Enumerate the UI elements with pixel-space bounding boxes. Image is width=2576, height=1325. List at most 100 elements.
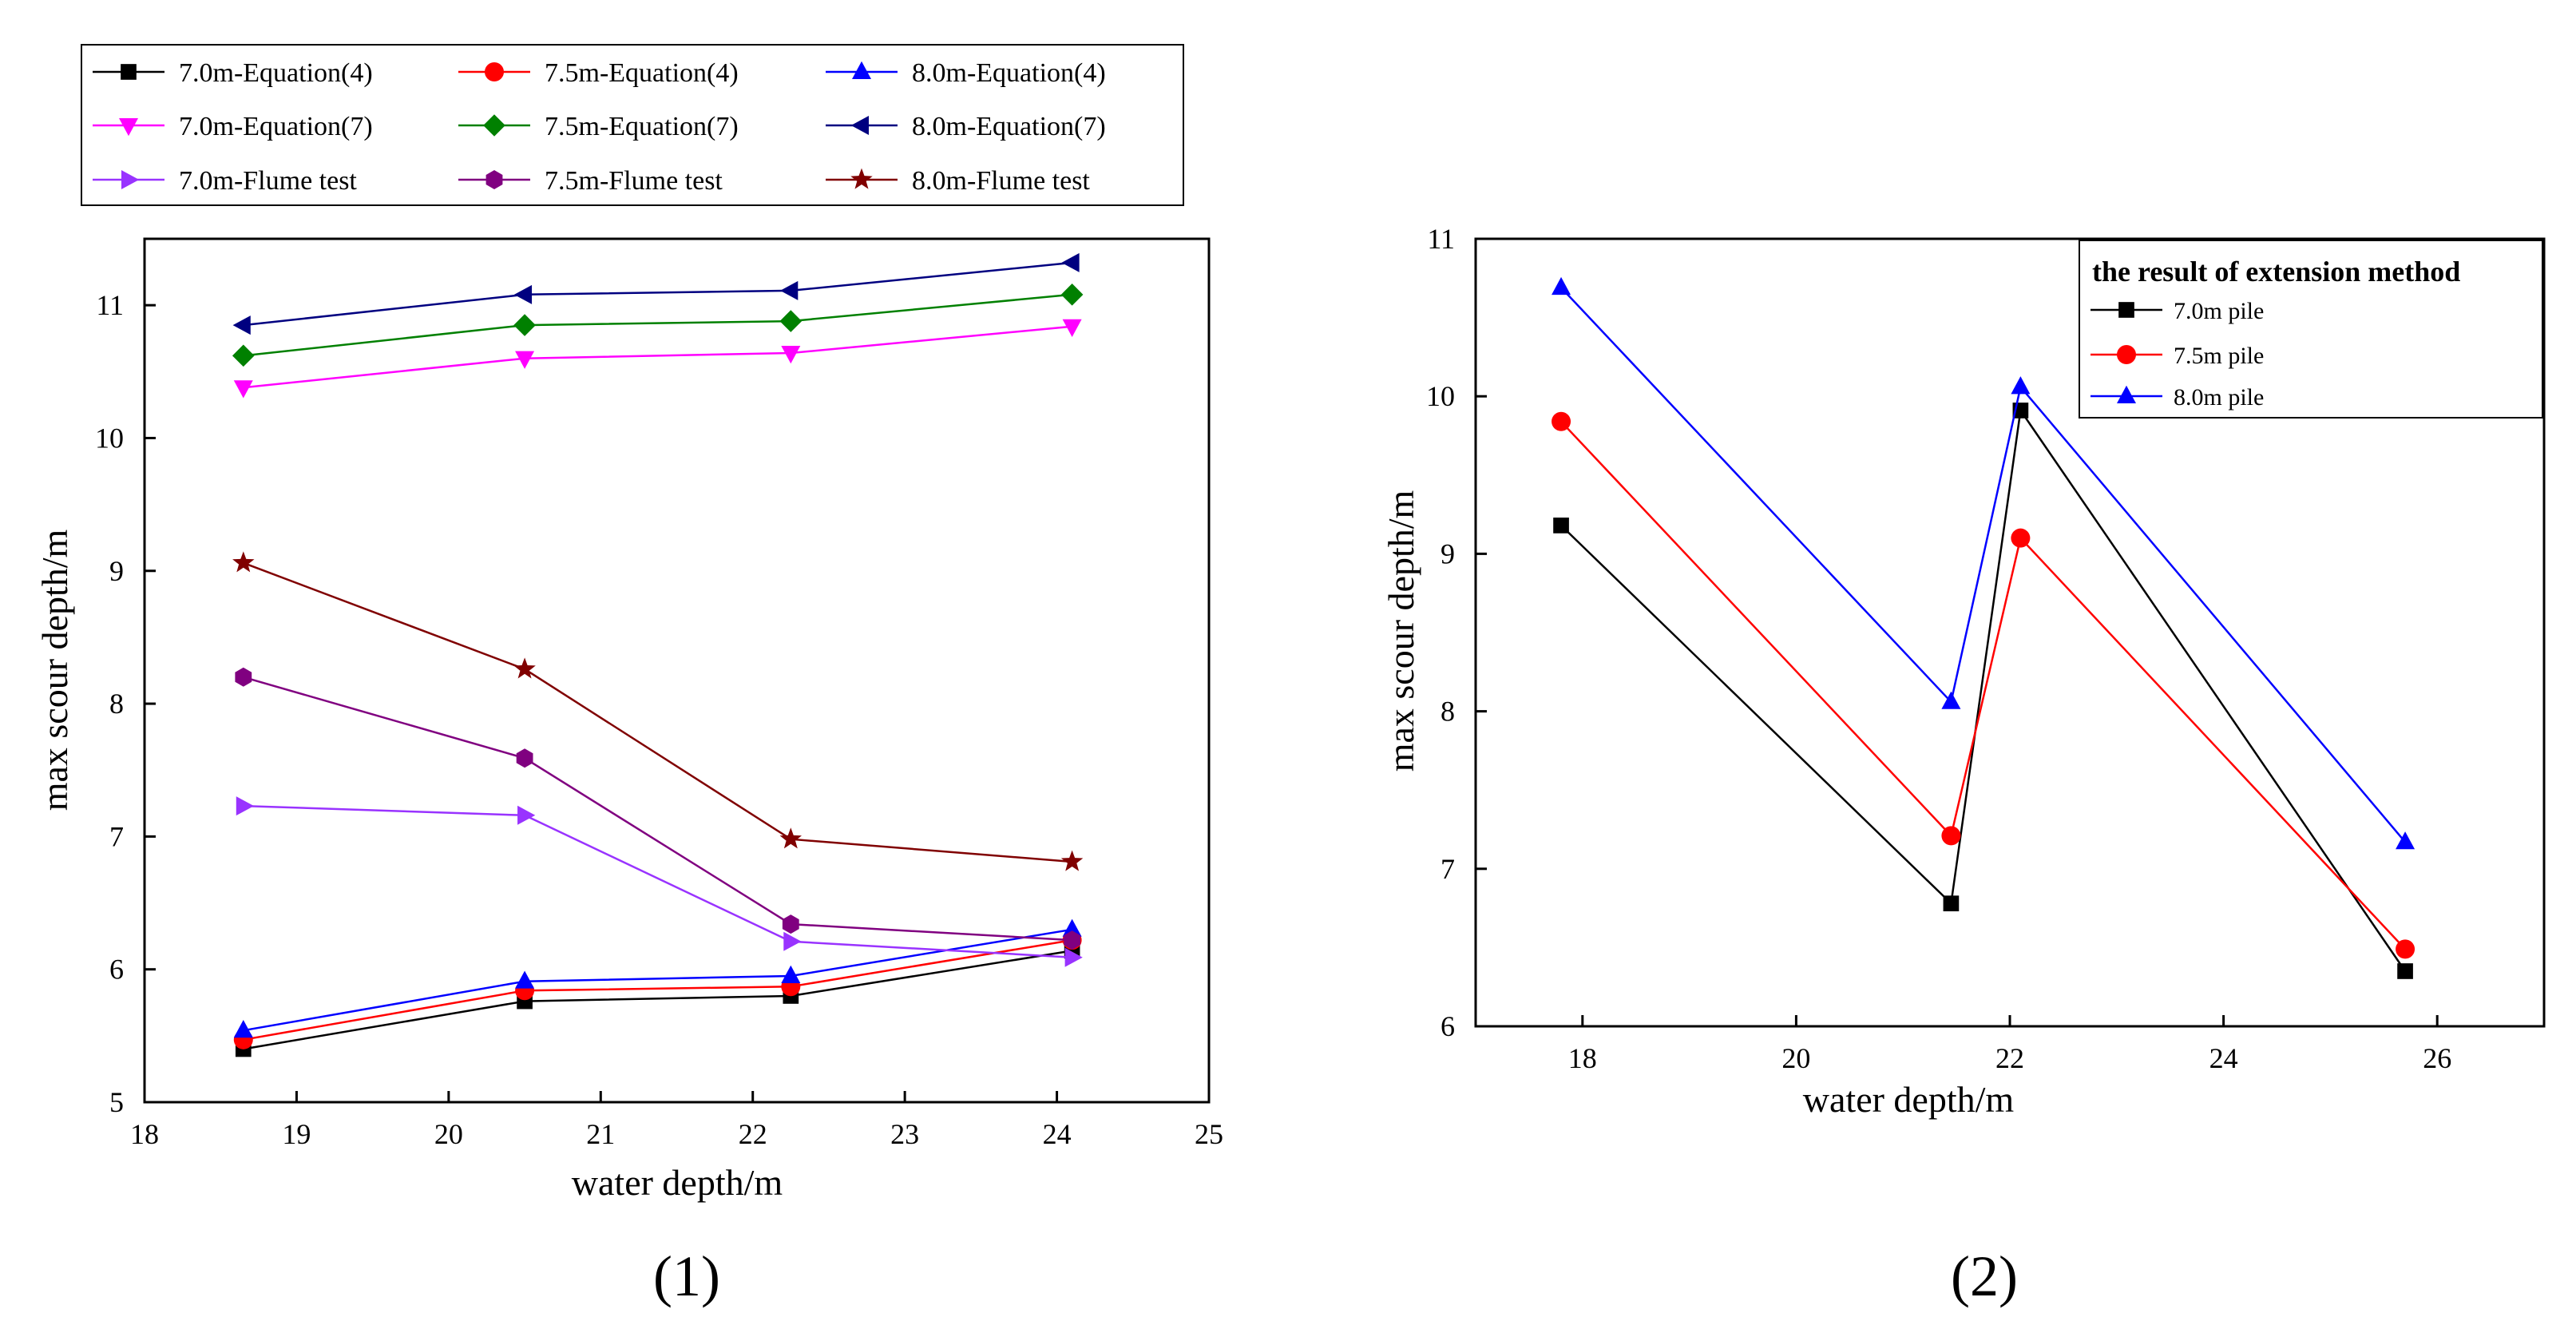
chart-1-point-s7-2 [517, 805, 536, 825]
chart-2-y-axis-title: max scour depth/m [1381, 490, 1421, 772]
chart-1-point-s9-1 [232, 551, 255, 573]
chart-1-y-axis-title: max scour depth/m [34, 529, 75, 811]
chart-1-point-s5-4 [1060, 284, 1084, 306]
chart-1-series-line-8 [243, 676, 1072, 942]
chart-1-point-s5-3 [779, 310, 803, 332]
chart-1-series-line-6 [243, 261, 1072, 327]
chart-2-x-tick-label: 22 [1995, 1042, 2024, 1074]
chart-2-series-line-1 [1560, 407, 2407, 972]
chart-2-y-tick-label: 11 [1427, 223, 1455, 255]
chart-1-series-line-5 [243, 293, 1072, 357]
chart-1-point-s8-3 [782, 914, 799, 934]
chart-1-point-s6-2 [513, 284, 533, 304]
chart-1-ticks: 18 19 20 21 22 23 24 25 5 6 7 8 9 10 11 [95, 289, 1223, 1150]
chart-1-legend-marker-8 [485, 170, 503, 189]
chart-1-y-tick-label: 9 [109, 555, 124, 587]
chart-1-x-tick-label: 21 [586, 1118, 615, 1150]
chart-1-point-s8-4 [1064, 930, 1080, 950]
chart-1-point-s4-2 [515, 351, 535, 369]
chart-2-x-tick-label: 24 [2209, 1042, 2238, 1074]
chart-1-x-axis-title: water depth/m [572, 1162, 783, 1203]
chart-1-legend-marker-2 [485, 62, 504, 81]
chart-2-point-s3-1 [1552, 276, 1571, 296]
chart-1-legend-label-4: 7.0m-Equation(7) [179, 112, 373, 141]
chart-1-x-tick-label: 19 [282, 1118, 311, 1150]
chart-1-series-line-4 [243, 325, 1072, 389]
chart-2-x-tick-label: 18 [1568, 1042, 1597, 1074]
chart-1-y-tick-label: 7 [109, 820, 124, 852]
chart-2-legend-marker-2 [2117, 345, 2136, 364]
chart-2-y-tick-label: 7 [1441, 853, 1455, 885]
chart-1-point-s5-2 [513, 314, 536, 336]
chart-1-legend-label-3: 8.0m-Equation(4) [912, 58, 1106, 88]
chart-1-legend: 7.0m-Equation(4) 7.5m-Equation(4) 8.0m-Equ… [81, 44, 1184, 206]
chart-1-point-s9-2 [513, 657, 536, 679]
chart-1-x-tick-label: 22 [739, 1118, 767, 1150]
chart-1-x-tick-label: 24 [1043, 1118, 1072, 1150]
chart-1-point-s3-2 [515, 970, 535, 989]
chart-2-point-s2-4 [2396, 939, 2415, 959]
chart-2: 18 20 22 24 26 6 7 8 9 10 11 water depth/m max sco… [1381, 223, 2546, 1120]
chart-1-legend-label-6: 8.0m-Equation(7) [912, 112, 1106, 141]
chart-1-point-s6-3 [780, 280, 799, 300]
chart-1-legend-label-7: 7.0m-Flume test [179, 166, 357, 196]
chart-2-point-s2-1 [1552, 411, 1571, 431]
chart-1-legend-marker-1 [121, 64, 137, 80]
chart-2-point-s2-2 [1941, 826, 1961, 846]
chart-2-point-s3-4 [2396, 831, 2415, 850]
panel-label-1: (1) [653, 1244, 720, 1308]
chart-1-legend-label-5: 7.5m-Equation(7) [545, 112, 739, 141]
chart-1-series-line-1 [243, 950, 1072, 1050]
chart-2-ticks: 18 20 22 24 26 6 7 8 9 10 11 [1426, 223, 2451, 1074]
chart-2-point-s1-2 [1943, 895, 1960, 912]
chart-1-point-s7-4 [1064, 947, 1083, 967]
chart-1-x-tick-label: 25 [1195, 1118, 1223, 1150]
chart-2-point-s3-2 [1941, 691, 1961, 709]
chart-1-legend-label-1: 7.0m-Equation(4) [179, 58, 373, 88]
chart-1-x-tick-label: 18 [130, 1118, 159, 1150]
chart-1-legend-marker-3 [852, 61, 871, 79]
chart-2-x-tick-label: 26 [2423, 1042, 2451, 1074]
chart-1-legend-marker-6 [850, 116, 869, 135]
chart-2-y-tick-label: 10 [1426, 380, 1455, 412]
chart-1-point-s7-1 [236, 796, 254, 816]
chart-1-point-s6-4 [1061, 252, 1080, 272]
chart-1-legend-box [81, 44, 1184, 206]
chart-2-series-line-3 [1560, 287, 2407, 843]
chart-1-y-tick-label: 5 [109, 1086, 124, 1118]
chart-2-point-s1-4 [2397, 963, 2413, 979]
chart-1-point-s9-4 [1060, 850, 1084, 871]
chart-1-point-s3-4 [1062, 918, 1082, 937]
chart-2-legend-marker-1 [2118, 302, 2134, 318]
chart-2-point-s3-3 [2011, 376, 2031, 395]
chart-1-point-s5-1 [232, 344, 255, 367]
chart-2-legend-label-3: 8.0m pile [2174, 384, 2264, 411]
chart-1-series-line-3 [243, 928, 1072, 1032]
chart-2-legend-label-1: 7.0m pile [2174, 298, 2264, 324]
chart-1-point-s4-4 [1062, 319, 1082, 337]
chart-1-point-s9-3 [779, 827, 802, 849]
chart-2-y-tick-label: 8 [1441, 696, 1455, 728]
chart-1-point-s4-1 [233, 380, 253, 399]
chart-1-point-s3-3 [781, 965, 801, 984]
chart-1-y-tick-label: 10 [95, 422, 124, 454]
chart-2-series [1552, 276, 2415, 979]
chart-1-series-line-2 [243, 938, 1072, 1041]
chart-2-legend-label-2: 7.5m pile [2174, 343, 2264, 369]
chart-1-legend-marker-9 [850, 168, 873, 189]
chart-1-series [232, 252, 1084, 1057]
chart-2-x-tick-label: 20 [1781, 1042, 1810, 1074]
chart-1-point-s3-1 [233, 1019, 253, 1038]
chart-2-y-tick-label: 9 [1441, 538, 1455, 569]
chart-1-point-s4-3 [781, 346, 801, 364]
chart-1-y-tick-label: 6 [109, 954, 124, 986]
chart-2-legend-title: the result of extension method [2092, 256, 2460, 288]
chart-1-point-s7-3 [783, 931, 802, 951]
panel-label-2: (2) [1951, 1244, 2018, 1308]
chart-1-legend-marker-5 [483, 114, 505, 137]
chart-1-x-tick-label: 23 [890, 1118, 919, 1150]
chart-1-plot-frame [143, 237, 1211, 1104]
chart-1-series-line-7 [243, 804, 1072, 958]
